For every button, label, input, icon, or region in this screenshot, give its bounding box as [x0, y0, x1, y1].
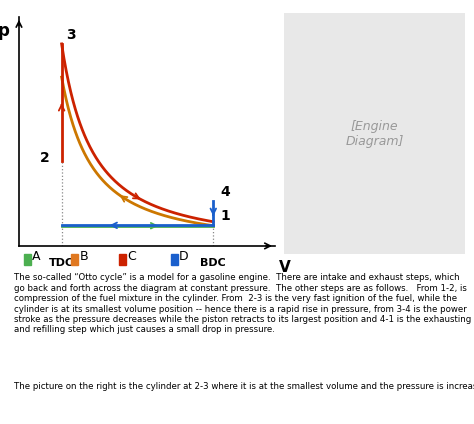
- Text: 1: 1: [220, 209, 230, 223]
- Text: B: B: [80, 250, 88, 263]
- Text: 2: 2: [40, 151, 50, 165]
- Text: A: A: [32, 250, 41, 263]
- Text: BDC: BDC: [201, 258, 226, 268]
- Text: D: D: [179, 250, 189, 263]
- Text: V: V: [279, 259, 291, 275]
- Text: 4: 4: [220, 185, 230, 199]
- Text: p: p: [0, 22, 9, 39]
- Text: The so-called “Otto cycle” is a model for a gasoline engine.  There are intake a: The so-called “Otto cycle” is a model fo…: [14, 273, 472, 335]
- Text: 3: 3: [66, 28, 76, 42]
- Text: The picture on the right is the cylinder at 2-3 where it is at the smallest volu: The picture on the right is the cylinder…: [14, 382, 474, 391]
- Text: [Engine
Diagram]: [Engine Diagram]: [345, 120, 404, 148]
- Text: C: C: [127, 250, 136, 263]
- Text: TDC: TDC: [49, 258, 74, 268]
